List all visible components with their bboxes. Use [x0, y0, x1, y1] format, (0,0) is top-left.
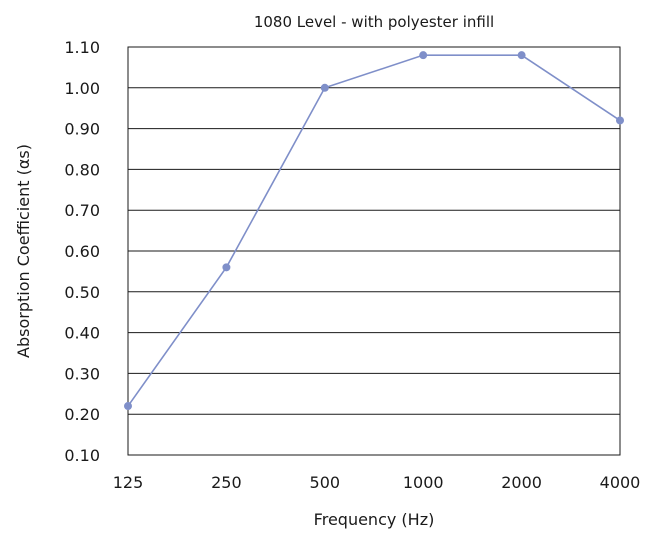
gridlines [128, 87, 620, 415]
data-point [124, 402, 132, 411]
y-tick-label: 0.60 [64, 242, 100, 261]
data-point [222, 263, 231, 272]
x-tick-label: 2000 [501, 473, 542, 492]
y-axis-ticks: 0.10 0.20 0.30 0.40 0.50 0.60 0.70 0.80 0.90 1.00… [64, 38, 100, 465]
x-tick-label: 4000 [600, 473, 641, 492]
y-tick-label: 0.70 [64, 201, 100, 220]
y-tick-label: 0.90 [64, 120, 100, 139]
x-tick-label: 250 [211, 473, 242, 492]
x-tick-label: 125 [113, 473, 144, 492]
x-axis-label: Frequency (Hz) [314, 510, 435, 529]
series-layer [124, 51, 624, 411]
x-tick-label: 1000 [403, 473, 444, 492]
y-tick-label: 0.80 [64, 160, 100, 179]
y-tick-label: 0.30 [64, 364, 100, 383]
chart-title: 1080 Level - with polyester infill [254, 13, 494, 31]
series-line [127, 54, 621, 407]
y-tick-label: 1.10 [64, 38, 100, 57]
plot-frame [127, 46, 621, 456]
y-tick-label: 0.10 [64, 446, 100, 465]
data-point [320, 83, 329, 92]
data-point [517, 51, 526, 60]
y-tick-label: 1.00 [64, 79, 100, 98]
x-axis-ticks: 125 250 500 1000 2000 4000 [113, 473, 641, 492]
data-point [419, 51, 428, 60]
y-tick-label: 0.40 [64, 324, 100, 343]
y-tick-label: 0.50 [64, 283, 100, 302]
x-tick-label: 500 [310, 473, 341, 492]
y-tick-label: 0.20 [64, 405, 100, 424]
y-axis-label: Absorption Coefficient (αs) [14, 144, 33, 358]
data-point [616, 116, 624, 125]
